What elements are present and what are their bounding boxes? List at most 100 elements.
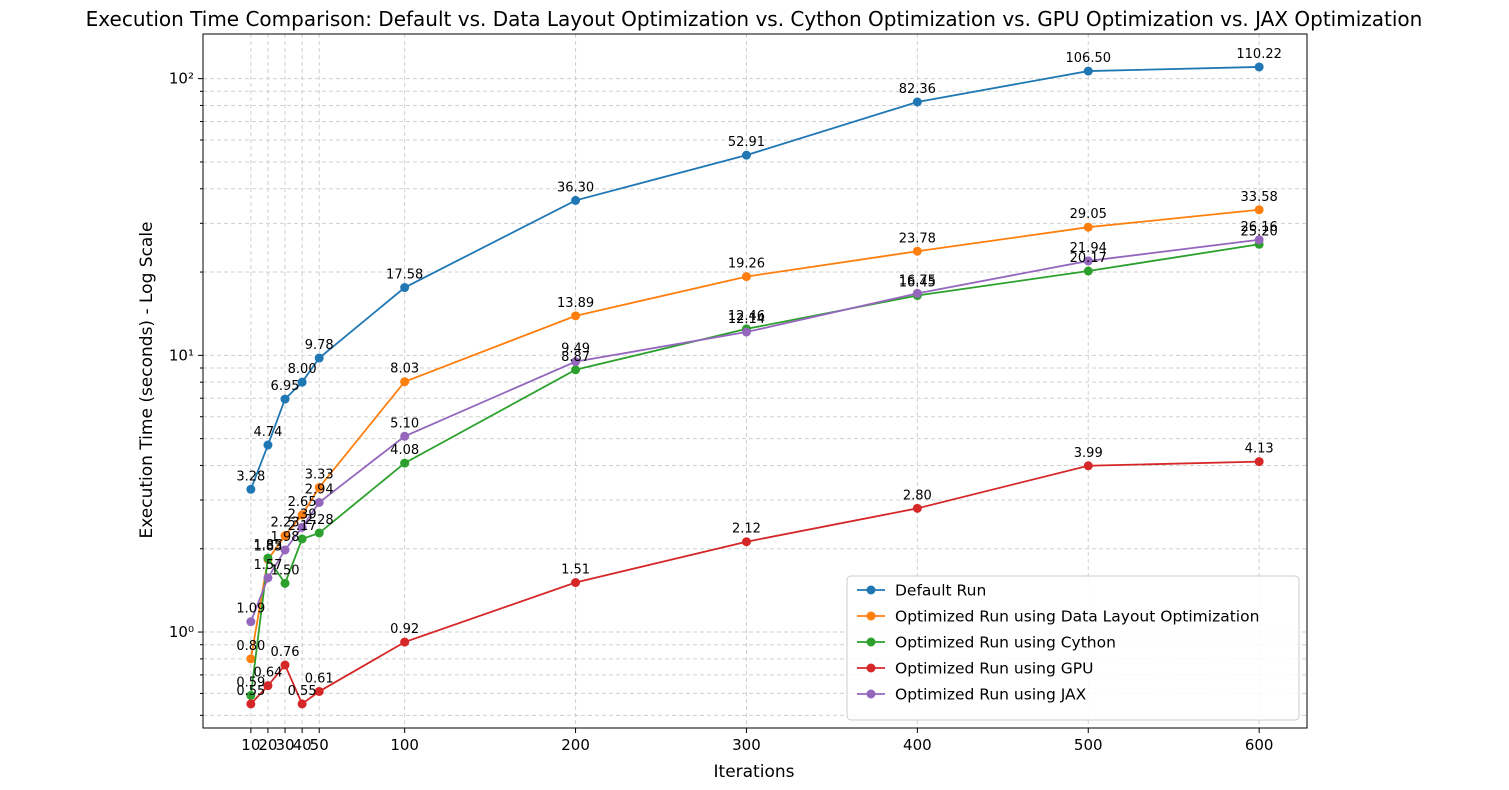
data-point xyxy=(246,690,256,700)
data-label: 2.39 xyxy=(288,507,317,522)
data-point xyxy=(246,617,256,627)
data-point xyxy=(297,510,307,520)
data-point xyxy=(280,660,290,670)
data-label: 1.50 xyxy=(271,563,300,578)
data-label: 20.17 xyxy=(1070,251,1107,266)
data-point xyxy=(741,537,751,547)
data-point xyxy=(246,484,256,494)
data-label: 0.64 xyxy=(253,666,282,681)
x-tick-label: 40 xyxy=(293,736,312,754)
data-point xyxy=(1083,222,1093,232)
plot-area-frame xyxy=(202,33,1308,729)
data-label: 9.49 xyxy=(561,342,590,357)
data-point xyxy=(400,377,410,387)
data-point xyxy=(263,681,273,691)
data-label: 106.50 xyxy=(1066,51,1112,66)
data-label: 2.23 xyxy=(271,516,300,531)
data-point xyxy=(1083,256,1093,266)
y-tick-label: 10¹ xyxy=(169,346,194,364)
data-point xyxy=(280,545,290,555)
data-point xyxy=(1254,457,1264,467)
data-label: 1.51 xyxy=(561,563,590,578)
data-point xyxy=(297,534,307,544)
series-group xyxy=(246,62,1264,709)
data-label: 3.33 xyxy=(305,467,334,482)
data-point xyxy=(912,97,922,107)
data-point xyxy=(1083,266,1093,276)
data-label: 23.78 xyxy=(899,231,936,246)
data-point xyxy=(1083,66,1093,76)
data-point xyxy=(912,288,922,298)
data-label: 3.28 xyxy=(236,469,265,484)
data-label: 4.13 xyxy=(1245,442,1274,457)
data-label: 1.85 xyxy=(253,538,282,553)
data-point xyxy=(263,573,273,583)
x-tick-label: 10 xyxy=(241,736,260,754)
data-label: 0.92 xyxy=(390,622,419,637)
x-tick-label: 20 xyxy=(258,736,277,754)
data-point xyxy=(571,195,581,205)
x-tick-label: 30 xyxy=(275,736,294,754)
data-label: 8.00 xyxy=(288,362,317,377)
data-label: 2.80 xyxy=(903,488,932,503)
data-label: 9.78 xyxy=(305,338,334,353)
data-label: 5.10 xyxy=(390,416,419,431)
data-label: 21.94 xyxy=(1070,241,1107,256)
legend-entry-label: Default Run xyxy=(895,582,986,600)
y-axis-label: Execution Time (seconds) - Log Scale xyxy=(137,221,157,538)
data-label: 8.87 xyxy=(561,350,590,365)
data-point xyxy=(280,531,290,541)
data-label: 16.75 xyxy=(899,273,936,288)
x-tick-label: 500 xyxy=(1074,736,1103,754)
legend-entry-label: Optimized Run using GPU xyxy=(895,660,1093,678)
legend: Default Run Optimized Run using Data Layo… xyxy=(846,575,1300,721)
data-label: 16.45 xyxy=(899,276,936,291)
data-point xyxy=(314,686,324,696)
data-point xyxy=(741,150,751,160)
data-label: 2.65 xyxy=(288,495,317,510)
x-tick-label: 300 xyxy=(732,736,761,754)
y-tick-label: 10² xyxy=(169,70,194,88)
x-tick-label: 400 xyxy=(903,736,932,754)
data-label: 8.03 xyxy=(390,362,419,377)
data-label: 36.30 xyxy=(557,180,594,195)
data-point xyxy=(246,654,256,664)
data-label: 25.20 xyxy=(1241,224,1278,239)
legend-marker xyxy=(866,585,876,595)
data-label: 0.61 xyxy=(305,671,334,686)
data-point xyxy=(1083,461,1093,471)
data-label: 1.98 xyxy=(271,530,300,545)
data-label: 12.46 xyxy=(728,309,765,324)
data-label: 33.58 xyxy=(1241,190,1278,205)
data-point xyxy=(314,353,324,363)
data-point xyxy=(1254,235,1264,245)
data-point xyxy=(297,377,307,387)
data-label: 82.36 xyxy=(899,82,936,97)
data-label: 0.55 xyxy=(288,684,317,699)
data-point xyxy=(263,553,273,563)
data-point xyxy=(1254,62,1264,72)
data-point xyxy=(263,440,273,450)
data-label: 12.14 xyxy=(728,312,765,327)
y-tick-label: 10⁰ xyxy=(169,623,194,641)
data-label: 19.26 xyxy=(728,257,765,272)
data-point xyxy=(246,699,256,709)
data-label: 2.12 xyxy=(732,522,761,537)
data-point xyxy=(741,327,751,337)
data-point xyxy=(280,578,290,588)
data-point xyxy=(571,365,581,375)
x-tick-label: 100 xyxy=(390,736,419,754)
data-point xyxy=(1254,205,1264,215)
data-point xyxy=(400,431,410,441)
legend-box xyxy=(846,575,1300,721)
data-point xyxy=(314,497,324,507)
data-point xyxy=(297,522,307,532)
data-label: 2.94 xyxy=(305,482,334,497)
data-label: 1.83 xyxy=(253,539,282,554)
x-axis-label: Iterations xyxy=(714,762,795,782)
data-label: 52.91 xyxy=(728,135,765,150)
data-label: 4.08 xyxy=(390,443,419,458)
data-label: 17.58 xyxy=(386,268,423,283)
